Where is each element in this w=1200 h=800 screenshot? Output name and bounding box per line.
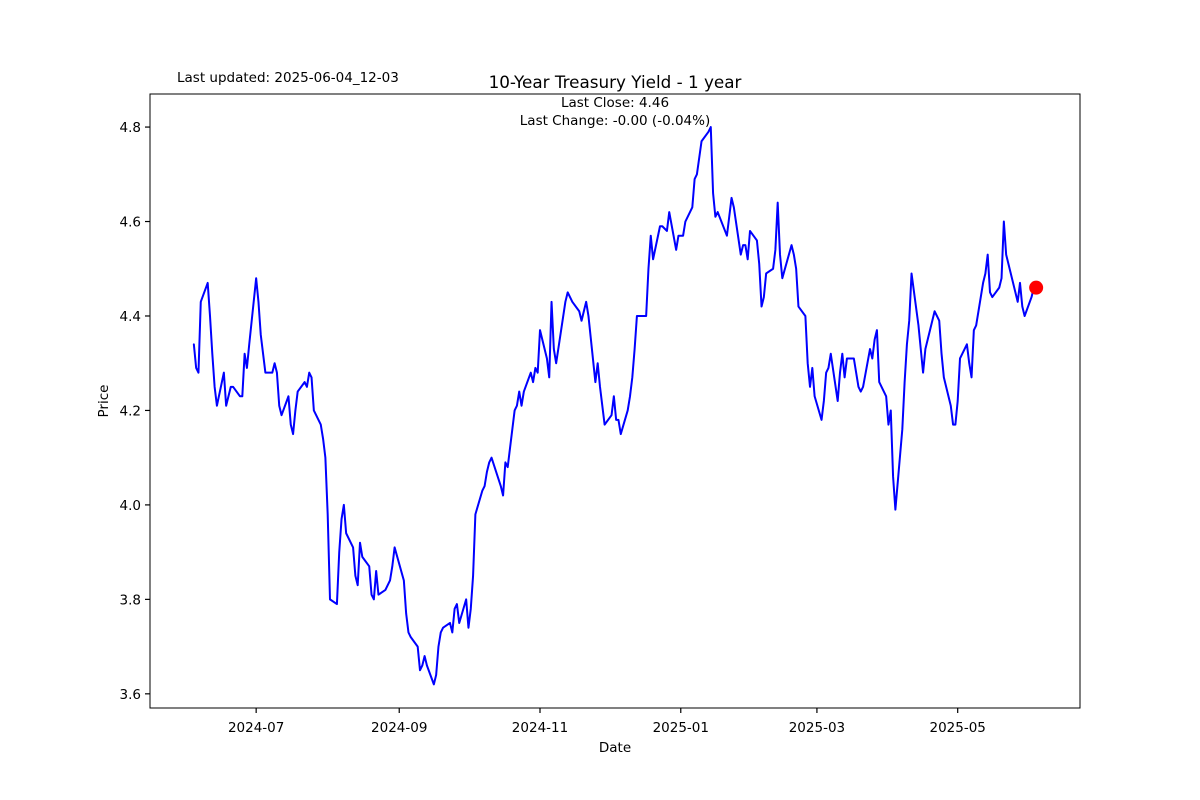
y-tick-label: 4.6 xyxy=(120,215,141,231)
y-tick-label: 4.4 xyxy=(120,309,141,325)
x-tick-label: 2024-07 xyxy=(228,720,284,736)
chart-title: 10-Year Treasury Yield - 1 year xyxy=(488,72,742,92)
plot-layer xyxy=(192,126,1044,686)
axes-layer: 3.6 3.8 4.0 4.2 4.4 4.6 4.8 2024-07 2024-09 2024-… xyxy=(120,93,1081,736)
price-line xyxy=(192,126,1038,686)
y-tick-label: 4.8 xyxy=(120,120,141,136)
y-tick-label: 4.2 xyxy=(120,403,141,419)
y-axis-label: Price xyxy=(96,384,112,418)
x-axis-label: Date xyxy=(598,740,632,756)
y-tick-label: 3.6 xyxy=(120,687,141,703)
last-price-marker xyxy=(1029,280,1044,295)
chart-subtitle: Last Close: 4.46 Last Change: -0.00 (-0.… xyxy=(520,94,710,130)
x-tick-label: 2024-09 xyxy=(371,720,427,736)
last-updated-text: Last updated: 2025-06-04_12-03 xyxy=(177,70,399,86)
x-tick-label: 2024-11 xyxy=(512,720,568,736)
y-tick-label: 3.8 xyxy=(120,592,141,608)
x-tick-label: 2025-01 xyxy=(653,720,709,736)
y-tick-label: 4.0 xyxy=(120,498,141,514)
last-close-text: Last Close: 4.46 xyxy=(560,95,670,111)
x-tick-label: 2025-05 xyxy=(929,720,985,736)
last-change-text: Last Change: -0.00 (-0.04%) xyxy=(519,113,711,129)
x-tick-label: 2025-03 xyxy=(789,720,845,736)
plot-frame xyxy=(149,93,1081,709)
